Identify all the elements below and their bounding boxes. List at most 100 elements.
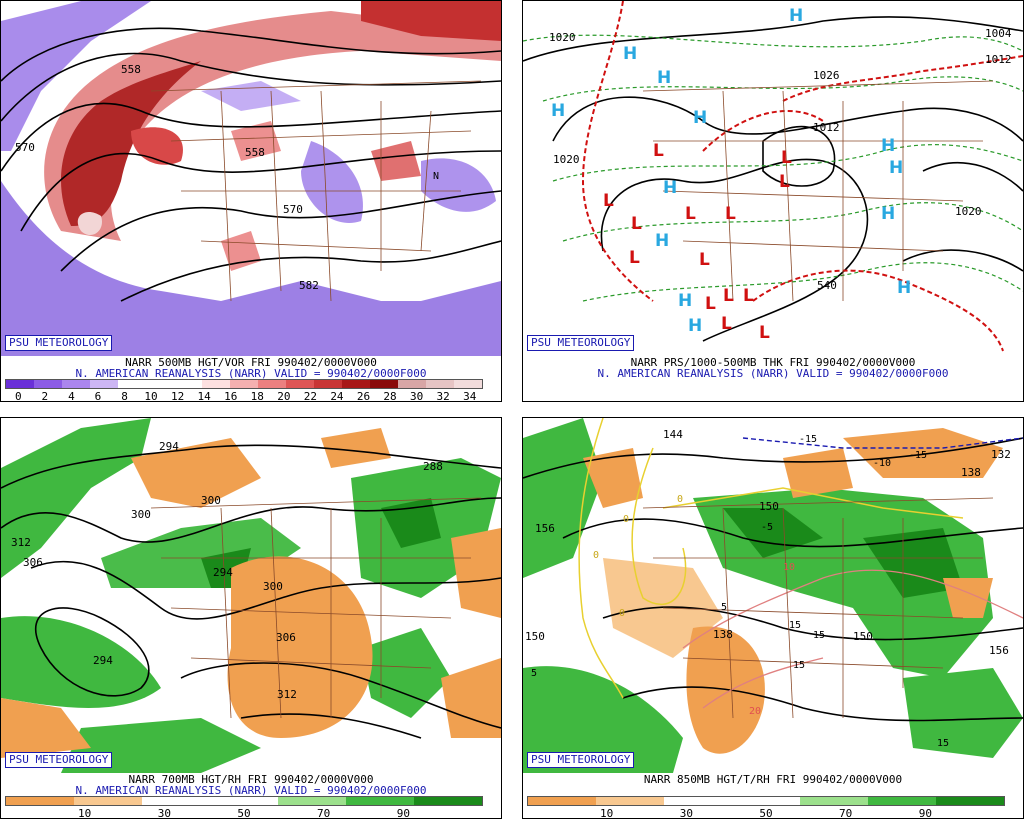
psu-badge: PSU METEOROLOGY (527, 752, 635, 768)
colorbar-swatch (664, 797, 732, 805)
high-pressure-marker: H (789, 6, 803, 26)
height-label: 294 (159, 440, 179, 453)
colorbar-swatch (732, 797, 800, 805)
height-label: 312 (11, 536, 31, 549)
caption-line2: N. AMERICAN REANALYSIS (NARR) VALID = 99… (597, 367, 949, 380)
scale-tick-label: 70 (317, 807, 331, 819)
height-label: 156 (989, 644, 1009, 657)
colorbar-swatch (426, 380, 454, 388)
scale-tick-label: 14 (197, 390, 211, 402)
temperature-label: 15 (813, 630, 825, 641)
height-label: 306 (276, 631, 296, 644)
height-label: 132 (991, 448, 1011, 461)
colorbar-swatch (6, 797, 74, 805)
panel-pressure-thickness: H H H H H H H H H H H H H L L L L L L L … (522, 0, 1024, 402)
colorbar-swatch (90, 380, 118, 388)
colorbar-swatch (868, 797, 936, 805)
scale-tick-label: 16 (224, 390, 238, 402)
high-pressure-marker: H (881, 204, 895, 224)
scale-tick-label: 8 (121, 390, 128, 402)
contour-label: 570 (15, 141, 35, 154)
scale-tick-label: 10 (600, 807, 614, 819)
rh-700mb-map: 294 300 306 312 300 294 288 300 306 312 … (1, 418, 501, 773)
high-pressure-marker: H (551, 101, 565, 121)
temperature-label: 0 (623, 514, 629, 525)
temperature-label: 15 (793, 660, 805, 671)
colorbar-swatch (346, 797, 414, 805)
scale-tick-label: 12 (170, 390, 185, 402)
colorbar-swatch (6, 380, 34, 388)
height-label: 138 (961, 466, 981, 479)
high-pressure-marker: H (881, 136, 895, 156)
scale-tick-label: 2 (41, 390, 49, 402)
scale-tick-label: 34 (463, 390, 477, 402)
panel-700mb-rh: 294 300 306 312 300 294 288 300 306 312 … (0, 417, 502, 819)
low-pressure-marker: L (779, 172, 790, 192)
colorbar-swatch (278, 797, 346, 805)
colorbar-swatch (258, 380, 286, 388)
colorbar-swatch (414, 797, 482, 805)
temperature-label: 0 (677, 494, 683, 505)
high-pressure-marker: H (655, 231, 669, 251)
high-pressure-marker: H (897, 278, 911, 298)
height-label: 150 (525, 630, 545, 643)
rh-colorbar (527, 796, 1005, 806)
scale-tick-label: 28 (383, 390, 397, 402)
height-label: 288 (423, 460, 443, 473)
rh-colorbar (5, 796, 483, 806)
temperature-label: 5 (531, 668, 537, 679)
colorbar-swatch (314, 380, 342, 388)
colorbar-swatch (596, 797, 664, 805)
isobar-label: 1026 (813, 69, 840, 82)
colorbar-swatch (454, 380, 482, 388)
contour-label: 558 (121, 63, 141, 76)
colorbar-swatch (286, 380, 314, 388)
temperature-label: -15 (799, 434, 817, 445)
isobar-label: 1012 (985, 53, 1012, 66)
low-pressure-marker: L (781, 148, 792, 168)
psu-badge: PSU METEOROLOGY (5, 752, 113, 768)
height-label: 144 (663, 428, 683, 441)
temperature-label: 15 (789, 620, 801, 631)
low-pressure-marker: L (685, 204, 696, 224)
caption-line1: NARR 500MB HGT/VOR FRI 990402/0000V000 (125, 356, 377, 369)
temperature-label: 0 (619, 608, 625, 619)
temperature-label: -15 (909, 450, 927, 461)
temperature-label: 20 (749, 706, 761, 717)
low-pressure-marker: L (629, 248, 640, 268)
isobar-label: 1020 (955, 205, 982, 218)
scale-tick-label: 10 (78, 807, 92, 819)
low-pressure-marker: L (759, 323, 770, 343)
scale-tick-label: 90 (396, 807, 410, 819)
high-pressure-marker: H (889, 158, 903, 178)
scale-tick-label: 30 (157, 807, 171, 819)
low-pressure-marker: L (631, 214, 642, 234)
height-label: 138 (713, 628, 733, 641)
scale-tick-label: 90 (918, 807, 932, 819)
colorbar-swatch (528, 797, 596, 805)
high-pressure-marker: H (693, 108, 707, 128)
temperature-label: -5 (761, 522, 773, 533)
scale-tick-label: 4 (68, 390, 75, 402)
panel-500mb-vorticity: 558 570 558 570 582 N PSU METEOROLOGY NA… (0, 0, 502, 402)
caption-line2: N. AMERICAN REANALYSIS (NARR) VALID = 99… (75, 784, 427, 797)
high-pressure-marker: H (663, 178, 677, 198)
low-pressure-marker: L (699, 250, 710, 270)
height-label: 306 (23, 556, 43, 569)
height-label: 312 (277, 688, 297, 701)
temperature-label: 5 (721, 602, 727, 613)
scale-tick-label: 50 (759, 807, 773, 819)
pressure-thickness-map: H H H H H H H H H H H H H L L L L L L L … (523, 1, 1023, 356)
rh-scale-ticks: 10 30 50 70 90 (5, 807, 483, 819)
temperature-label: 15 (937, 738, 949, 749)
low-pressure-marker: L (603, 191, 614, 211)
scale-tick-label: 30 (679, 807, 693, 819)
contour-label: 570 (283, 203, 303, 216)
height-label: 300 (201, 494, 221, 507)
temperature-label: 10 (783, 562, 795, 573)
colorbar-swatch (62, 380, 90, 388)
scale-tick-label: 18 (250, 390, 264, 402)
high-pressure-marker: H (678, 291, 692, 311)
height-label: 150 (853, 630, 873, 643)
scale-tick-label: 6 (94, 390, 102, 402)
